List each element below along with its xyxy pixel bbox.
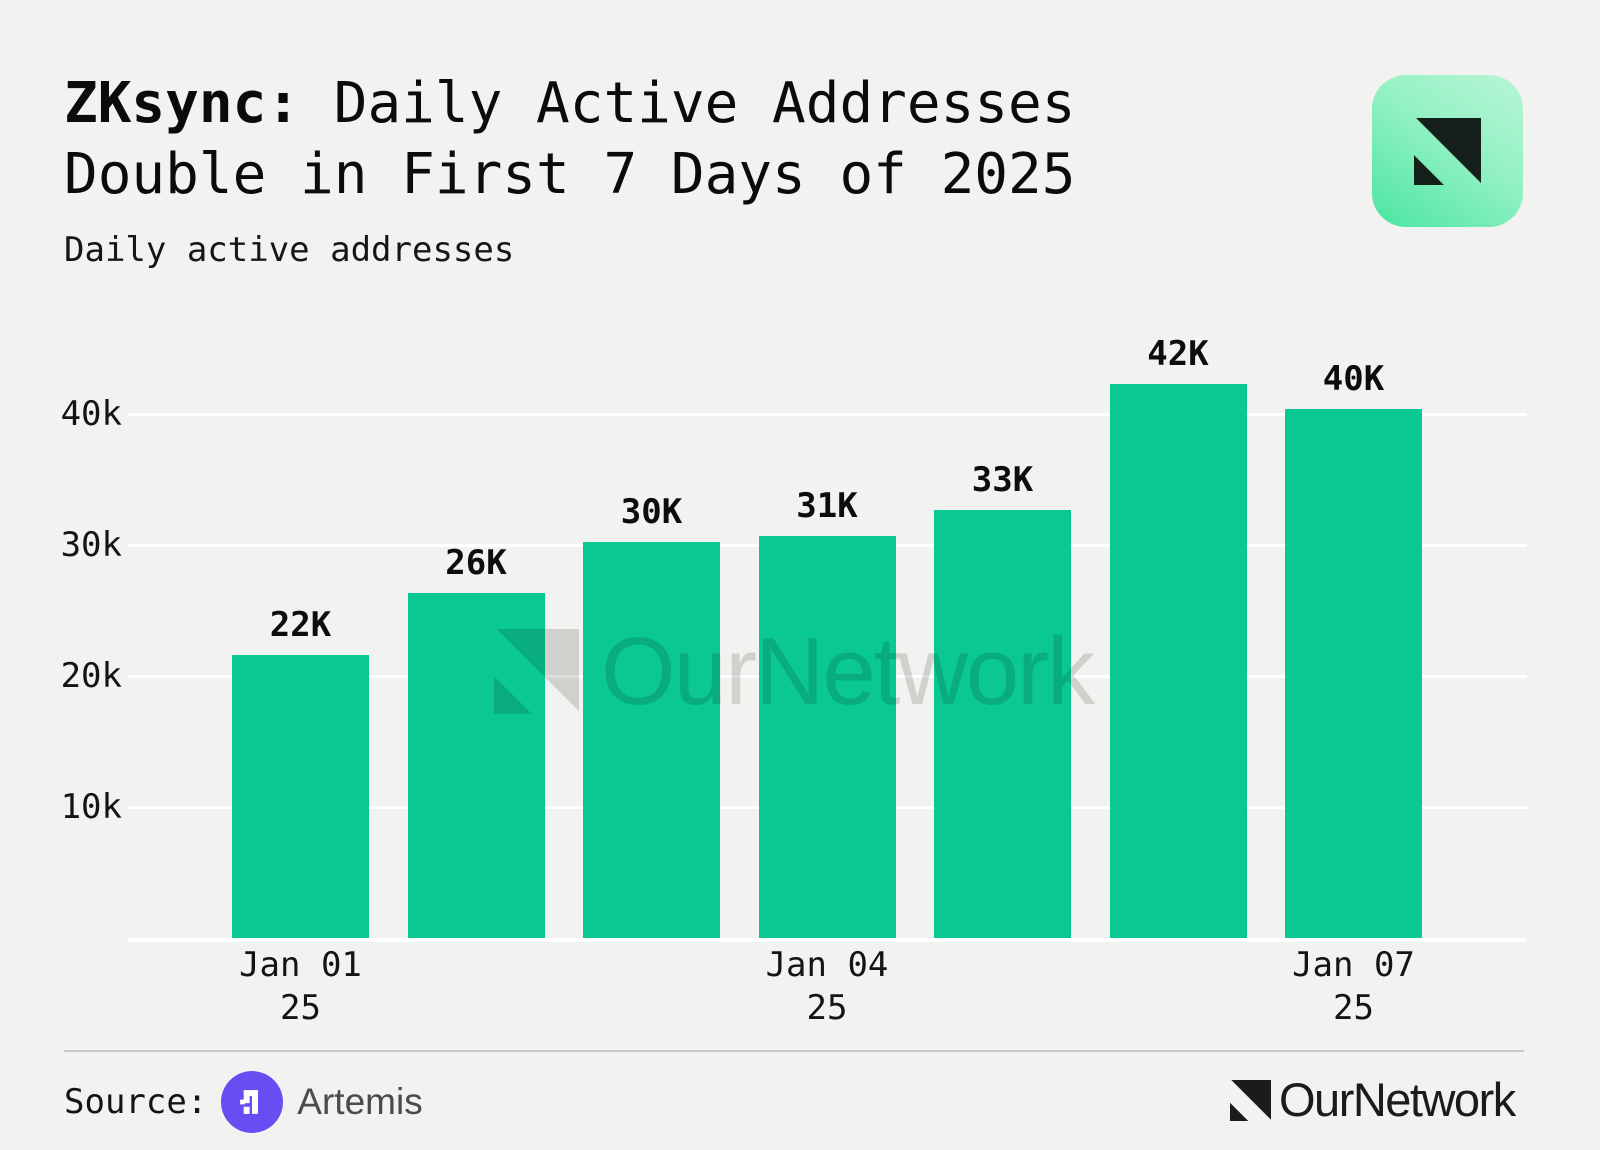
chart-subtitle: Daily active addresses (64, 230, 515, 270)
source-name: Artemis (297, 1081, 423, 1122)
ournetwork-badge (1372, 75, 1523, 227)
y-axis-tick-10k: 10k (60, 787, 122, 827)
bar-jan-07-25 (1285, 409, 1422, 938)
gridline-40k (128, 412, 1527, 416)
y-axis-tick-20k: 20k (60, 656, 122, 696)
bar-jan-02-25 (407, 593, 545, 938)
footer-divider (64, 1050, 1524, 1052)
artemis-logo-icon (221, 1071, 284, 1133)
bar-value-label: 40K (1322, 359, 1385, 399)
y-axis-tick-40k: 40k (60, 394, 122, 434)
footer-brand-text: OurNetwork (1279, 1073, 1516, 1126)
bar-jan-05-25 (934, 510, 1071, 938)
x-axis-tick-jan-04: Jan 04 25 (765, 945, 889, 1028)
source-attribution: Source: Artemis (64, 1071, 423, 1133)
footer-n-icon (1230, 1079, 1271, 1121)
source-label: Source: (64, 1082, 208, 1122)
bar-jan-04-25 (758, 536, 896, 938)
x-axis-tick-jan-01: Jan 01 25 (239, 945, 362, 1028)
title-rest-segment: Daily Active Addresses (300, 71, 1076, 136)
footer-brand: OurNetwork (1230, 1073, 1516, 1126)
bar-value-label: 22K (269, 605, 332, 645)
title-bold-segment: ZKsync: (64, 71, 301, 136)
x-axis-tick-jan-07: Jan 07 25 (1292, 945, 1415, 1028)
bar-value-label: 30K (620, 492, 683, 532)
bar-value-label: 33K (971, 460, 1034, 500)
ournetwork-n-icon (1414, 117, 1481, 185)
bar-value-label: 26K (445, 543, 507, 583)
x-axis-line (128, 938, 1527, 942)
artemis-pixel-a-icon (240, 1090, 259, 1114)
bar-jan-06-25 (1109, 384, 1247, 938)
title-line2: Double in First 7 Days of 2025 (64, 142, 1076, 207)
y-axis-tick-30k: 30k (60, 525, 122, 565)
bar-jan-03-25 (583, 542, 720, 938)
bar-value-label: 31K (796, 486, 858, 526)
bar-value-label: 42K (1147, 334, 1209, 374)
page-title: ZKsync: Daily Active Addresses Double in … (64, 68, 1075, 210)
bar-jan-01-25 (232, 655, 369, 938)
